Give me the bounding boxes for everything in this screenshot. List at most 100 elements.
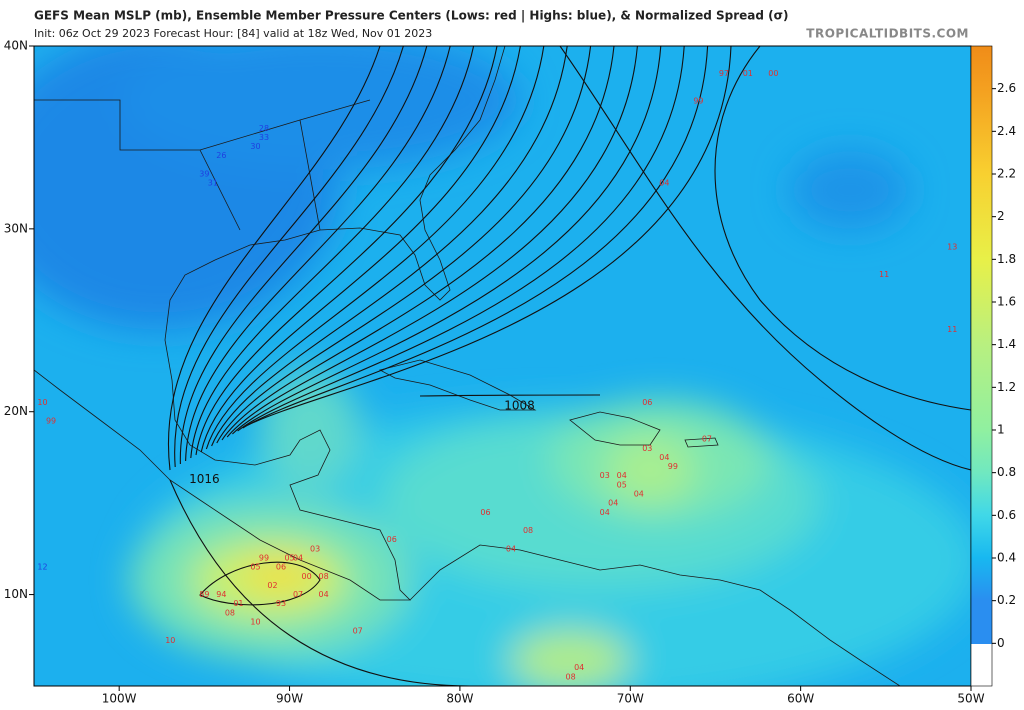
pressure-center: 08 — [225, 608, 235, 617]
y-tick-label: 30N — [4, 221, 28, 235]
pressure-center: 01 — [743, 69, 753, 78]
pressure-center: 10 — [165, 636, 175, 645]
pressure-center: 99 — [693, 96, 703, 105]
isobar — [237, 46, 685, 432]
x-tick-label: 80W — [446, 692, 473, 706]
x-tick-label: 90W — [276, 692, 303, 706]
colorbar — [970, 45, 993, 687]
pressure-center: 03 — [600, 471, 610, 480]
pressure-center: 99 — [668, 462, 678, 471]
colorbar-tick-label: 0.6 — [997, 508, 1016, 522]
pressure-center: 11 — [947, 325, 957, 334]
pressure-center: 12 — [37, 563, 47, 572]
isobar — [185, 46, 451, 462]
pressure-center: 07 — [353, 627, 363, 636]
colorbar-tick-label: 1.2 — [997, 380, 1016, 394]
pressure-center: 04 — [659, 179, 669, 188]
pressure-center: 26 — [216, 151, 226, 160]
pressure-center: 04 — [659, 453, 669, 462]
pressure-center: 07 — [293, 590, 303, 599]
pressure-center: 04 — [506, 544, 516, 553]
pressure-center: 04 — [634, 490, 644, 499]
pressure-center: 01 — [233, 599, 243, 608]
pressure-center: 02 — [267, 581, 277, 590]
isobar — [559, 46, 971, 471]
pressure-center: 99 — [46, 416, 56, 425]
pressure-center: 04 — [319, 590, 329, 599]
pressure-center: 31 — [208, 179, 218, 188]
pressure-center: 06 — [642, 398, 652, 407]
colorbar-tick-label: 1.8 — [997, 252, 1016, 266]
colorbar-tick-label: 2.6 — [997, 81, 1016, 95]
x-tick-label: 100W — [102, 692, 137, 706]
pressure-center: 30 — [250, 142, 260, 151]
isobar — [247, 46, 732, 426]
pressure-center: 00 — [768, 69, 778, 78]
isobar — [205, 46, 545, 450]
isobar — [167, 46, 381, 471]
isobar — [174, 46, 404, 468]
colorbar-tick-label: 0 — [997, 636, 1005, 650]
pressure-center: 13 — [947, 243, 957, 252]
pressure-center: 05 — [284, 554, 294, 563]
isobar — [216, 46, 592, 444]
pressure-center: 08 — [319, 572, 329, 581]
isobar — [190, 46, 475, 459]
colorbar-tick-label: 1.6 — [997, 295, 1016, 309]
pressure-center: 10 — [250, 618, 260, 627]
pressure-center: 04 — [608, 499, 618, 508]
site-name: TROPICALTIDBITS.COM — [806, 27, 969, 41]
colorbar-tick-label: 0.8 — [997, 465, 1016, 479]
pressure-center: 08 — [523, 526, 533, 535]
x-tick-label: 60W — [787, 692, 814, 706]
pressure-center: 04 — [293, 554, 303, 563]
pressure-center: 97 — [719, 69, 729, 78]
isobar — [169, 479, 471, 686]
pressure-center: 28 — [259, 124, 269, 133]
pressure-center: 06 — [480, 508, 490, 517]
title: GEFS Mean MSLP (mb), Ensemble Member Pre… — [34, 9, 788, 23]
subtitle: Init: 06z Oct 29 2023 Forecast Hour: [84… — [34, 27, 432, 40]
pressure-center: 39 — [199, 170, 209, 179]
pressure-center: 03 — [310, 544, 320, 553]
isobar — [232, 46, 662, 435]
pressure-center: 08 — [566, 672, 576, 681]
pressure-center: 07 — [702, 435, 712, 444]
isobar — [226, 46, 638, 438]
isobar — [179, 46, 428, 465]
pressure-center: 93 — [276, 599, 286, 608]
pressure-center: 99 — [259, 554, 269, 563]
isobar — [211, 46, 568, 447]
colorbar-tick-label: 1 — [997, 423, 1005, 437]
isobar — [199, 561, 321, 606]
colorbar-tick-label: 2.4 — [997, 124, 1016, 138]
colorbar-tick-label: 1.4 — [997, 337, 1016, 351]
colorbar-tick-label: 0.2 — [997, 593, 1016, 607]
pressure-center: 94 — [216, 590, 226, 599]
x-tick-label: 50W — [957, 692, 984, 706]
pressure-center: 89 — [199, 590, 209, 599]
pressure-center: 11 — [879, 270, 889, 279]
pressure-center: 06 — [276, 563, 286, 572]
colorbar-tick-label: 2.2 — [997, 167, 1016, 181]
pressure-center: 33 — [259, 133, 269, 142]
colorbar-tick-label: 2 — [997, 209, 1005, 223]
y-tick-label: 10N — [4, 587, 28, 601]
pressure-center: 04 — [574, 663, 584, 672]
pressure-center: 10 — [37, 398, 47, 407]
x-tick-label: 70W — [617, 692, 644, 706]
pressure-center: 05 — [617, 480, 627, 489]
isobar — [221, 46, 615, 441]
contour-label: 1016 — [189, 472, 220, 486]
isobar — [242, 46, 709, 429]
isobar — [419, 394, 601, 397]
pressure-center: 04 — [617, 471, 627, 480]
isobar — [200, 46, 521, 453]
y-tick-label: 20N — [4, 404, 28, 418]
pressure-center: 04 — [600, 508, 610, 517]
pressure-center: 00 — [301, 572, 311, 581]
pressure-center: 05 — [250, 563, 260, 572]
pressure-center: 03 — [642, 444, 652, 453]
contour-label: 1008 — [504, 399, 535, 413]
